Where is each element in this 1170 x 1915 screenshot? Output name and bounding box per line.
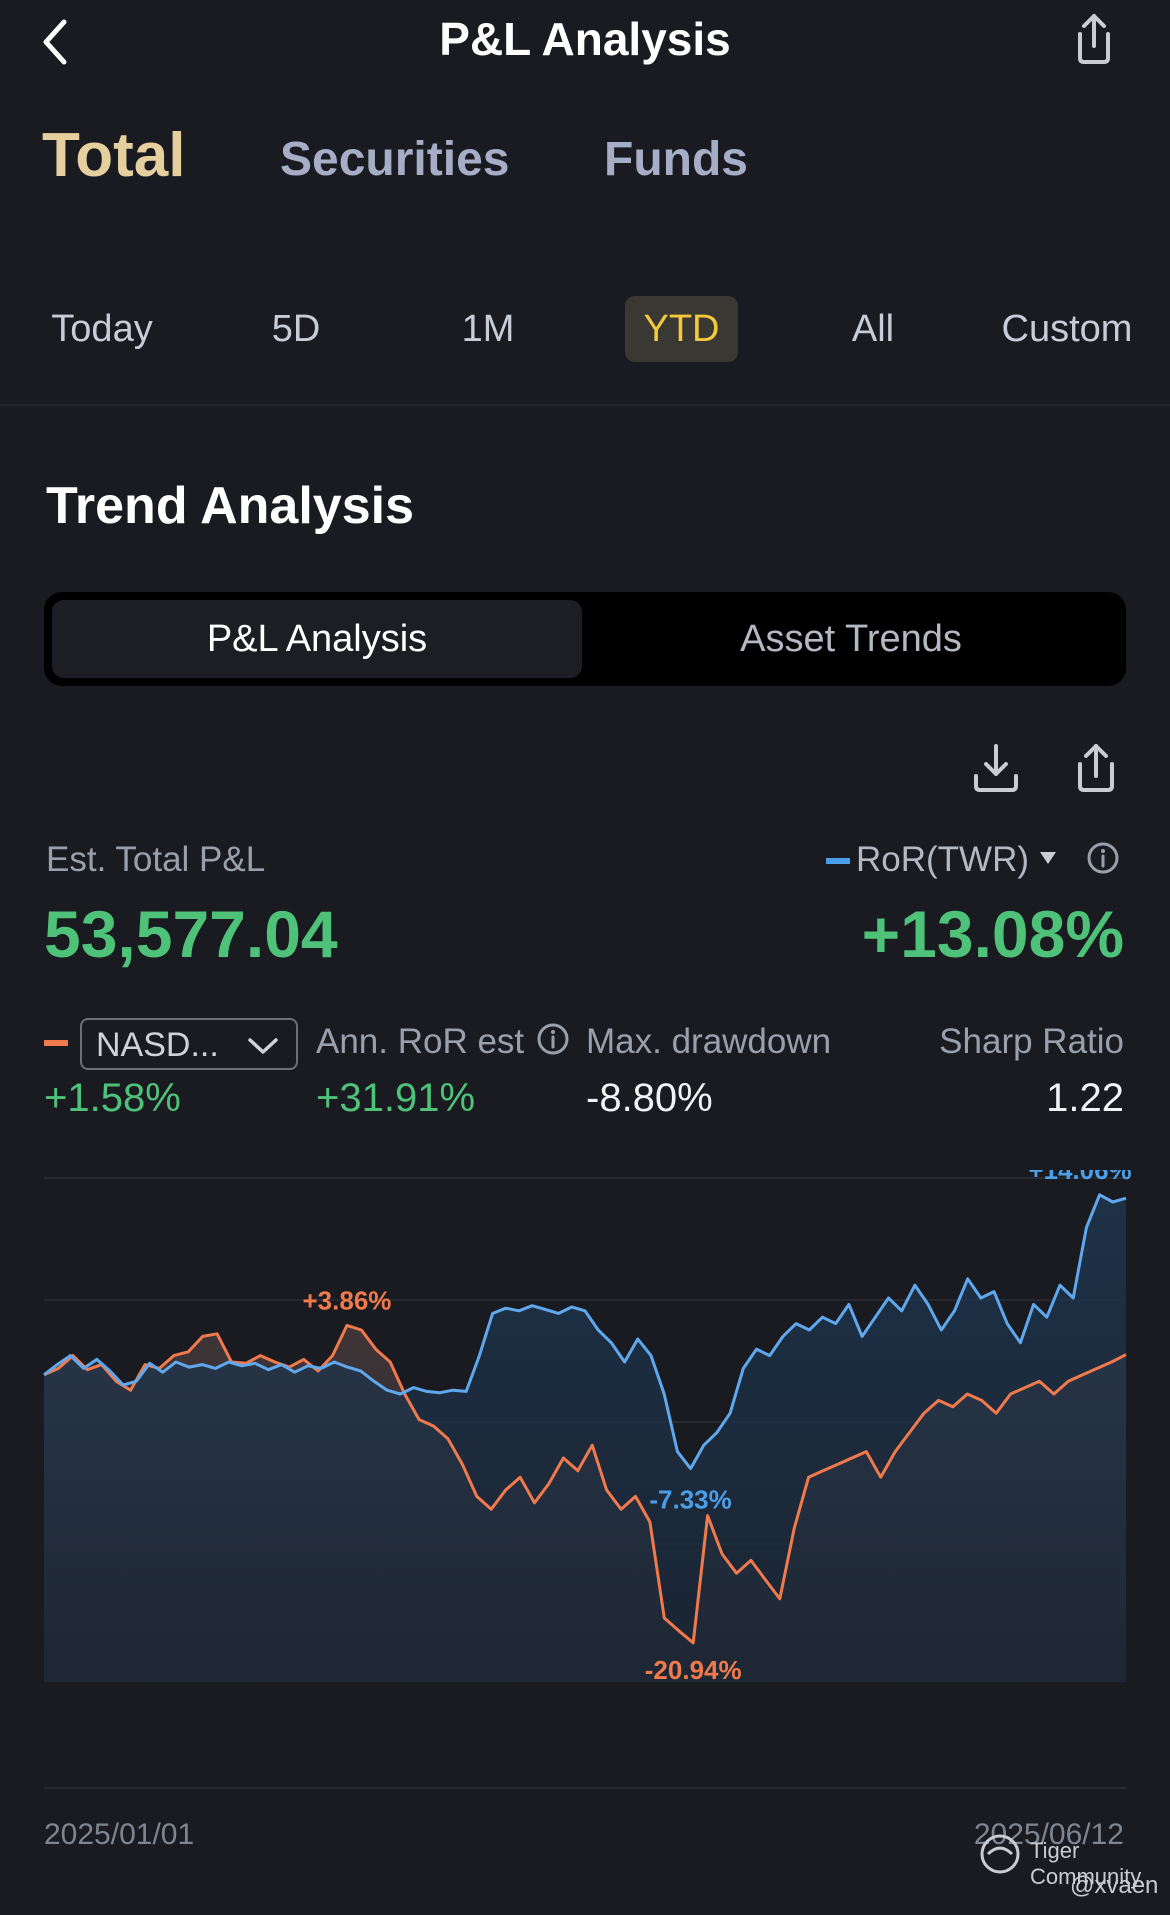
segment-asset-trends[interactable]: Asset Trends (740, 618, 962, 660)
info-icon[interactable] (1086, 841, 1120, 875)
caret-down-icon[interactable] (1038, 850, 1058, 866)
x-axis-start-date: 2025/01/01 (44, 1818, 195, 1851)
pnl-label: Est. Total P&L (46, 840, 266, 879)
segment-pl-analysis[interactable]: P&L Analysis (52, 600, 582, 678)
tab-funds[interactable]: Funds (604, 133, 748, 186)
chart-share-icon[interactable] (1068, 740, 1124, 796)
ror-selector[interactable]: RoR(TWR) (856, 840, 1030, 879)
max-drawdown-value: -8.80% (586, 1076, 713, 1120)
page-title: P&L Analysis (439, 13, 731, 65)
period-today[interactable]: Today (51, 308, 153, 350)
tab-total[interactable]: Total (42, 121, 186, 190)
share-icon[interactable] (1066, 10, 1122, 66)
period-5d[interactable]: 5D (271, 308, 321, 350)
ann-ror-info-icon[interactable] (536, 1022, 570, 1056)
ann-ror-value: +31.91% (316, 1076, 476, 1120)
ror-line (43, 1193, 1127, 1471)
ann-ror-label: Ann. RoR est (316, 1022, 525, 1061)
period-1m[interactable]: 1M (461, 308, 515, 350)
watermark-handle: @xvaen (1070, 1872, 1159, 1899)
tab-securities[interactable]: Securities (280, 133, 510, 186)
pnl-value: 53,577.04 (44, 897, 338, 971)
sharp-ratio-value: 1.22 (1046, 1076, 1124, 1120)
pnl-chart: +14.06% -7.33% +3.86% -20.94% (43, 1170, 1132, 1789)
segmented-control: P&L Analysis Asset Trends (44, 592, 1126, 686)
watermark-brand: Tiger Community (1030, 1838, 1142, 1889)
chevron-down-icon (248, 1038, 278, 1054)
benchmark-legend-swatch (44, 1040, 68, 1046)
benchmark-value: +1.58% (44, 1076, 181, 1120)
benchmark-line (43, 1323, 1127, 1645)
period-all[interactable]: All (851, 308, 895, 350)
x-axis-end-date: 2025/06/12 (973, 1818, 1124, 1851)
chart-annotation: -7.33% (649, 1485, 731, 1515)
period-ytd[interactable]: YTD (625, 296, 738, 362)
benchmark-select-label: NASD... (96, 1026, 219, 1064)
sharp-ratio-label: Sharp Ratio (939, 1022, 1124, 1061)
ror-legend-swatch (826, 858, 850, 864)
section-title: Trend Analysis (46, 477, 414, 535)
chart-annotation: -20.94% (645, 1655, 742, 1685)
back-chevron-icon[interactable] (36, 14, 76, 70)
ror-value: +13.08% (861, 897, 1124, 971)
download-icon[interactable] (968, 740, 1024, 796)
benchmark-select[interactable]: NASD... (80, 1018, 298, 1070)
chart-annotation: +14.06% (1028, 1170, 1131, 1185)
section-divider (0, 404, 1170, 406)
main-tabs: Total Securities Funds (0, 120, 1170, 230)
period-custom[interactable]: Custom (1001, 308, 1133, 350)
ror-area (44, 1194, 1126, 1682)
max-drawdown-label: Max. drawdown (586, 1022, 832, 1061)
period-selector: Today 5D 1M YTD All Custom (0, 296, 1170, 372)
tiger-logo-icon (980, 1834, 1020, 1874)
chart-annotation: +3.86% (303, 1285, 392, 1315)
